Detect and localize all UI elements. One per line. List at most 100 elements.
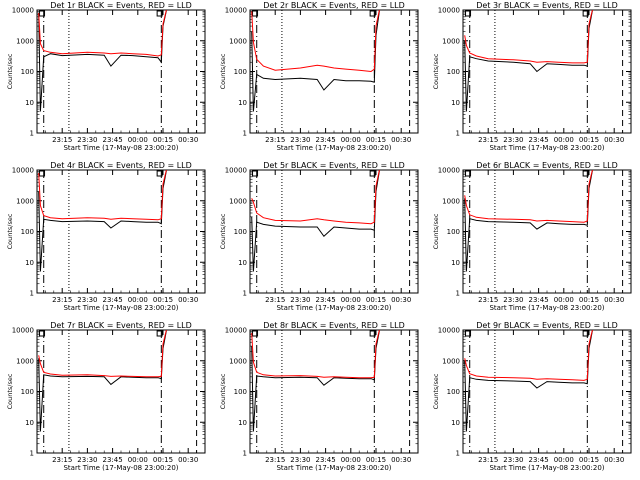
y-tick-label: 100 bbox=[234, 388, 247, 396]
x-tick-label: 23:15 bbox=[478, 456, 498, 464]
x-tick-label: 23:30 bbox=[503, 136, 523, 144]
y-axis-label: Counts/sec bbox=[6, 373, 14, 409]
saa-marker-box bbox=[369, 10, 376, 17]
saa-marker-box bbox=[582, 330, 589, 337]
series-line-lld bbox=[464, 10, 593, 64]
x-tick-label: 00:30 bbox=[391, 296, 411, 304]
series-line-events bbox=[464, 10, 593, 112]
series-line-lld bbox=[464, 170, 593, 223]
y-tick-label: 100 bbox=[447, 228, 460, 236]
y-tick-label: 10 bbox=[238, 419, 247, 427]
panel-det-9r: Det 9r BLACK = Events, RED = LLD 1 10 100 10… bbox=[432, 321, 632, 472]
saa-marker-box bbox=[156, 170, 163, 177]
y-tick-label: 10000 bbox=[438, 167, 460, 175]
x-tick-label: 23:45 bbox=[103, 136, 123, 144]
x-tick-label: 23:30 bbox=[290, 136, 310, 144]
x-tick-label: 00:15 bbox=[366, 136, 386, 144]
saa-marker-box bbox=[582, 170, 589, 177]
x-tick-label: 00:15 bbox=[579, 296, 599, 304]
plot-frame bbox=[36, 329, 206, 454]
y-axis-label: Counts/sec bbox=[219, 53, 227, 89]
x-tick-label: 23:45 bbox=[103, 456, 123, 464]
x-tick-label: 23:30 bbox=[77, 136, 97, 144]
saa-marker-box bbox=[582, 10, 589, 17]
x-tick-label: 23:15 bbox=[478, 296, 498, 304]
series-line-lld bbox=[38, 170, 167, 221]
panel-det-6r: Det 6r BLACK = Events, RED = LLD 1 10 100 10… bbox=[432, 161, 632, 312]
y-tick-label: 10000 bbox=[12, 167, 34, 175]
y-tick-label: 1000 bbox=[229, 197, 247, 205]
saa-marker-box bbox=[252, 170, 259, 177]
x-tick-label: 00:15 bbox=[153, 456, 173, 464]
x-tick-label: 00:00 bbox=[554, 136, 574, 144]
saa-marker-box bbox=[465, 10, 472, 17]
x-axis-label: Start Time (17-May-08 23:00:20) bbox=[276, 144, 391, 152]
y-tick-label: 100 bbox=[447, 68, 460, 76]
panel-det-1r: Det 1r BLACK = Events, RED = LLD 1 10 100 10… bbox=[6, 1, 206, 152]
x-tick-label: 00:15 bbox=[153, 136, 173, 144]
y-tick-label: 100 bbox=[447, 388, 460, 396]
x-tick-label: 23:45 bbox=[316, 456, 336, 464]
x-tick-label: 23:45 bbox=[529, 136, 549, 144]
panel-title: Det 1r BLACK = Events, RED = LLD bbox=[50, 1, 192, 10]
panel-det-7r: Det 7r BLACK = Events, RED = LLD 1 10 100 10… bbox=[6, 321, 206, 472]
y-axis-label: Counts/sec bbox=[219, 213, 227, 249]
panel-title: Det 8r BLACK = Events, RED = LLD bbox=[263, 321, 405, 330]
plot-frame bbox=[462, 169, 632, 294]
y-tick-label: 1 bbox=[456, 450, 460, 458]
x-tick-label: 00:00 bbox=[128, 136, 148, 144]
x-tick-label: 00:30 bbox=[604, 456, 624, 464]
x-axis-label: Start Time (17-May-08 23:00:20) bbox=[276, 464, 391, 472]
x-tick-label: 23:30 bbox=[77, 456, 97, 464]
x-tick-label: 00:15 bbox=[579, 456, 599, 464]
plot-frame bbox=[249, 9, 419, 134]
series-line-events bbox=[38, 10, 167, 112]
x-tick-label: 00:30 bbox=[391, 136, 411, 144]
y-tick-label: 1000 bbox=[442, 37, 460, 45]
y-tick-label: 10 bbox=[451, 259, 460, 267]
y-tick-label: 10000 bbox=[12, 7, 34, 15]
x-tick-label: 00:15 bbox=[579, 136, 599, 144]
y-tick-label: 10 bbox=[451, 99, 460, 107]
x-tick-label: 00:00 bbox=[554, 456, 574, 464]
x-tick-label: 23:15 bbox=[52, 296, 72, 304]
y-tick-label: 10000 bbox=[12, 327, 34, 335]
y-tick-label: 10 bbox=[25, 99, 34, 107]
y-axis-label: Counts/sec bbox=[6, 53, 14, 89]
x-tick-label: 00:00 bbox=[128, 456, 148, 464]
y-tick-label: 10000 bbox=[225, 7, 247, 15]
y-tick-label: 1000 bbox=[16, 357, 34, 365]
series-line-events bbox=[251, 170, 380, 272]
y-tick-label: 100 bbox=[21, 388, 34, 396]
y-tick-label: 1 bbox=[243, 450, 247, 458]
y-tick-label: 1 bbox=[30, 130, 34, 138]
plot-frame bbox=[462, 9, 632, 134]
saa-marker-box bbox=[39, 10, 46, 17]
saa-marker-box bbox=[156, 10, 163, 17]
y-tick-label: 10 bbox=[25, 259, 34, 267]
x-tick-label: 23:45 bbox=[316, 136, 336, 144]
x-tick-label: 00:00 bbox=[128, 296, 148, 304]
plot-frame bbox=[249, 169, 419, 294]
x-tick-label: 00:00 bbox=[341, 456, 361, 464]
y-tick-label: 10000 bbox=[225, 167, 247, 175]
panel-det-8r: Det 8r BLACK = Events, RED = LLD 1 10 100 10… bbox=[219, 321, 419, 472]
series-line-events bbox=[464, 330, 593, 432]
y-tick-label: 100 bbox=[234, 228, 247, 236]
y-tick-label: 10 bbox=[238, 259, 247, 267]
y-tick-label: 100 bbox=[21, 228, 34, 236]
y-tick-label: 1000 bbox=[442, 357, 460, 365]
plot-frame bbox=[462, 329, 632, 454]
series-line-events bbox=[464, 170, 593, 272]
y-axis-label: Counts/sec bbox=[432, 373, 440, 409]
y-axis-label: Counts/sec bbox=[432, 213, 440, 249]
y-tick-label: 1000 bbox=[16, 197, 34, 205]
series-line-events bbox=[251, 10, 380, 112]
y-tick-label: 10000 bbox=[225, 327, 247, 335]
series-line-lld bbox=[251, 10, 380, 73]
panel-title: Det 9r BLACK = Events, RED = LLD bbox=[476, 321, 618, 330]
saa-marker-box bbox=[465, 170, 472, 177]
y-tick-label: 10000 bbox=[438, 7, 460, 15]
x-axis-label: Start Time (17-May-08 23:00:20) bbox=[63, 464, 178, 472]
